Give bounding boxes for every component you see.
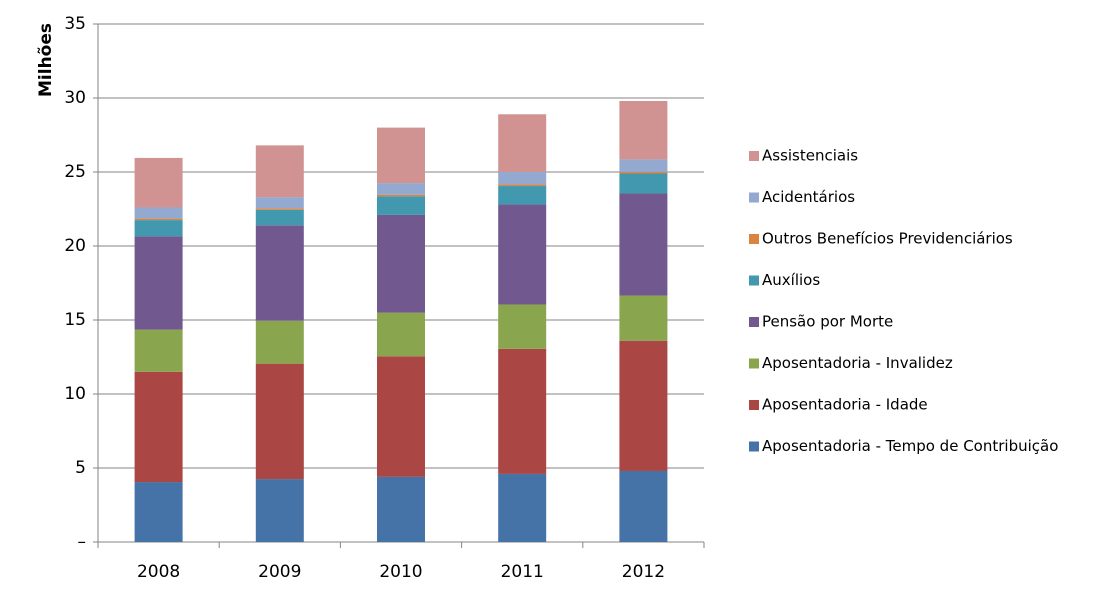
bar-segment xyxy=(377,196,425,215)
bar-segment xyxy=(134,207,183,219)
bar-segment xyxy=(134,220,183,237)
bar-segment xyxy=(377,194,425,197)
bar-segment xyxy=(255,209,304,226)
legend-label: Assistenciais xyxy=(762,147,858,165)
bar-segment xyxy=(255,197,304,209)
bar-segment xyxy=(134,371,183,483)
x-tick-label: 2011 xyxy=(501,562,544,582)
bar-segment xyxy=(377,356,425,477)
x-tick-label: 2009 xyxy=(258,562,301,582)
y-tick-label: 10 xyxy=(64,384,86,404)
legend-swatch xyxy=(749,234,759,244)
bar-segment xyxy=(134,157,183,208)
legend-swatch xyxy=(749,400,759,410)
legend-label: Aposentadoria - Tempo de Contribuição xyxy=(762,437,1058,455)
legend-label: Auxílios xyxy=(762,271,820,289)
y-tick-label: 20 xyxy=(64,236,86,256)
bar-segment xyxy=(498,304,547,349)
bar-segment xyxy=(498,172,547,185)
bar-segment xyxy=(619,193,668,296)
bar-segment xyxy=(619,340,668,471)
legend-swatch xyxy=(749,151,759,161)
bar-segment xyxy=(377,312,425,357)
bar-segment xyxy=(619,295,668,341)
bar-segment xyxy=(619,159,668,172)
bar-segment xyxy=(255,225,304,321)
legend-label: Aposentadoria - Invalidez xyxy=(762,354,953,372)
y-tick-label: – xyxy=(78,532,87,552)
legend-swatch xyxy=(749,275,759,286)
x-tick-label: 2008 xyxy=(137,562,180,582)
y-axis-label: Milhões xyxy=(36,23,56,97)
bar-segment xyxy=(619,173,668,194)
y-tick-label: 30 xyxy=(64,88,86,108)
bar-segment xyxy=(377,127,425,184)
x-tick-label: 2012 xyxy=(622,562,665,582)
bar-segment xyxy=(498,184,547,187)
legend-swatch xyxy=(749,441,759,452)
bar-segment xyxy=(619,470,668,542)
bar-segment xyxy=(377,183,425,195)
bar-segment xyxy=(498,114,547,172)
legend-label: Aposentadoria - Idade xyxy=(762,396,928,414)
legend-swatch xyxy=(749,358,759,369)
bar-segment xyxy=(619,100,668,160)
legend-label: Acidentários xyxy=(762,188,855,206)
y-tick-label: 5 xyxy=(75,458,86,478)
bar-segment xyxy=(377,214,425,313)
bar-segment xyxy=(134,236,183,330)
y-tick-label: 35 xyxy=(64,14,86,34)
bar-segment xyxy=(255,145,304,198)
legend-swatch xyxy=(749,317,759,327)
y-tick-label: 15 xyxy=(64,310,86,330)
y-tick-label: 25 xyxy=(64,162,86,182)
legend-label: Outros Benefícios Previdenciários xyxy=(762,230,1013,248)
bar-segment xyxy=(255,320,304,364)
bar-segment xyxy=(498,348,547,474)
bar-segment xyxy=(255,208,304,210)
x-tick-label: 2010 xyxy=(379,562,422,582)
bar-segment xyxy=(498,186,547,205)
legend-swatch xyxy=(749,192,759,203)
bar-segment xyxy=(134,218,183,221)
bar-segment xyxy=(134,482,183,542)
bar-segment xyxy=(619,172,668,174)
legend-label: Pensão por Morte xyxy=(762,313,893,331)
bar-segment xyxy=(498,473,547,542)
bar-segment xyxy=(255,479,304,542)
bar-segment xyxy=(134,329,183,372)
bar-segment xyxy=(377,476,425,542)
bar-segment xyxy=(498,204,547,305)
bar-segment xyxy=(255,363,304,480)
